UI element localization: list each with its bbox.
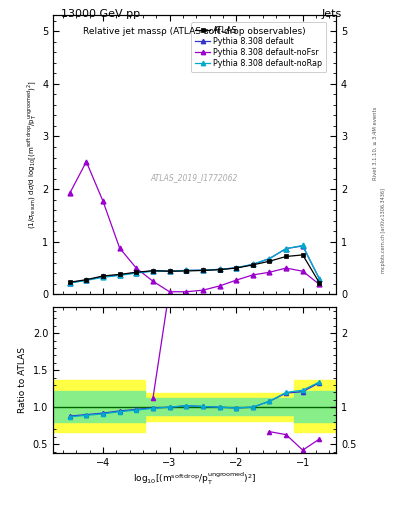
Pythia 8.308 default <box>167 268 172 274</box>
ATLAS <box>234 265 239 271</box>
Pythia 8.308 default <box>300 243 305 249</box>
ATLAS <box>300 252 305 258</box>
Pythia 8.308 default-noRap <box>184 267 189 273</box>
Y-axis label: Ratio to ATLAS: Ratio to ATLAS <box>18 347 27 413</box>
Line: Pythia 8.308 default-noRap: Pythia 8.308 default-noRap <box>67 243 322 286</box>
Pythia 8.308 default-noFsr <box>217 283 222 289</box>
Pythia 8.308 default <box>200 267 205 273</box>
Pythia 8.308 default <box>134 269 139 275</box>
ATLAS <box>217 267 222 273</box>
Pythia 8.308 default <box>217 266 222 272</box>
Pythia 8.308 default-noRap <box>284 246 288 252</box>
Text: Jets: Jets <box>321 9 342 19</box>
Line: Pythia 8.308 default-noFsr: Pythia 8.308 default-noFsr <box>67 159 322 294</box>
X-axis label: log$_{10}$[(m$^{\rm soft\,drop}$/p$_{\rm T}^{\rm ungroomed}$)$^2$]: log$_{10}$[(m$^{\rm soft\,drop}$/p$_{\rm… <box>133 471 256 487</box>
Pythia 8.308 default-noRap <box>134 270 139 276</box>
Text: Rivet 3.1.10, ≥ 3.4M events: Rivet 3.1.10, ≥ 3.4M events <box>373 106 378 180</box>
Pythia 8.308 default-noFsr <box>167 289 172 295</box>
Pythia 8.308 default-noFsr <box>300 268 305 274</box>
ATLAS <box>101 273 105 279</box>
Pythia 8.308 default <box>267 255 272 262</box>
Text: ATLAS_2019_I1772062: ATLAS_2019_I1772062 <box>151 173 238 182</box>
Text: mcplots.cern.ch [arXiv:1306.3436]: mcplots.cern.ch [arXiv:1306.3436] <box>381 188 386 273</box>
Pythia 8.308 default-noFsr <box>184 289 189 295</box>
ATLAS <box>184 268 189 274</box>
Pythia 8.308 default-noRap <box>117 272 122 279</box>
Text: Relative jet massρ (ATLAS soft-drop observables): Relative jet massρ (ATLAS soft-drop obse… <box>83 27 306 35</box>
Pythia 8.308 default-noFsr <box>84 159 89 165</box>
Pythia 8.308 default-noRap <box>167 268 172 274</box>
Pythia 8.308 default-noFsr <box>317 281 322 287</box>
Pythia 8.308 default <box>117 272 122 278</box>
Pythia 8.308 default-noRap <box>250 261 255 267</box>
Pythia 8.308 default-noRap <box>84 278 89 284</box>
Pythia 8.308 default-noRap <box>267 255 272 262</box>
Pythia 8.308 default <box>317 276 322 282</box>
Pythia 8.308 default <box>101 273 105 280</box>
Pythia 8.308 default-noFsr <box>200 287 205 293</box>
Pythia 8.308 default-noFsr <box>117 245 122 251</box>
Pythia 8.308 default <box>84 277 89 283</box>
Pythia 8.308 default-noFsr <box>250 272 255 278</box>
Pythia 8.308 default <box>234 265 239 271</box>
Pythia 8.308 default-noFsr <box>284 265 288 271</box>
Pythia 8.308 default-noFsr <box>101 198 105 204</box>
Legend: ATLAS, Pythia 8.308 default, Pythia 8.308 default-noFsr, Pythia 8.308 default-no: ATLAS, Pythia 8.308 default, Pythia 8.30… <box>191 22 326 72</box>
Y-axis label: $(1/\sigma_\mathrm{resum})$ d$\sigma$/d log$_{10}$[(m$^{\rm soft\,drop}$/p$_{\rm: $(1/\sigma_\mathrm{resum})$ d$\sigma$/d … <box>26 80 39 229</box>
Pythia 8.308 default <box>67 280 72 286</box>
ATLAS <box>134 269 139 275</box>
Pythia 8.308 default-noRap <box>151 268 155 274</box>
ATLAS <box>117 271 122 278</box>
ATLAS <box>250 262 255 268</box>
Text: 13000 GeV pp: 13000 GeV pp <box>61 9 140 19</box>
Pythia 8.308 default-noFsr <box>234 277 239 283</box>
Pythia 8.308 default-noFsr <box>267 269 272 275</box>
Pythia 8.308 default <box>184 267 189 273</box>
ATLAS <box>200 267 205 273</box>
ATLAS <box>284 253 288 260</box>
Pythia 8.308 default-noRap <box>101 274 105 281</box>
ATLAS <box>84 276 89 283</box>
Pythia 8.308 default <box>250 261 255 267</box>
Pythia 8.308 default-noFsr <box>67 190 72 197</box>
Line: Pythia 8.308 default: Pythia 8.308 default <box>67 244 322 285</box>
Pythia 8.308 default-noRap <box>67 280 72 286</box>
Pythia 8.308 default-noRap <box>200 267 205 273</box>
ATLAS <box>151 268 155 274</box>
Pythia 8.308 default-noRap <box>234 265 239 271</box>
Line: ATLAS: ATLAS <box>67 252 322 285</box>
Pythia 8.308 default-noFsr <box>151 278 155 284</box>
Pythia 8.308 default-noRap <box>217 266 222 272</box>
Pythia 8.308 default-noFsr <box>134 265 139 271</box>
Pythia 8.308 default-noRap <box>300 242 305 248</box>
Pythia 8.308 default <box>151 268 155 274</box>
Pythia 8.308 default <box>284 246 288 252</box>
ATLAS <box>167 268 172 274</box>
ATLAS <box>267 258 272 264</box>
Pythia 8.308 default-noRap <box>317 276 322 282</box>
ATLAS <box>317 280 322 286</box>
ATLAS <box>67 279 72 285</box>
